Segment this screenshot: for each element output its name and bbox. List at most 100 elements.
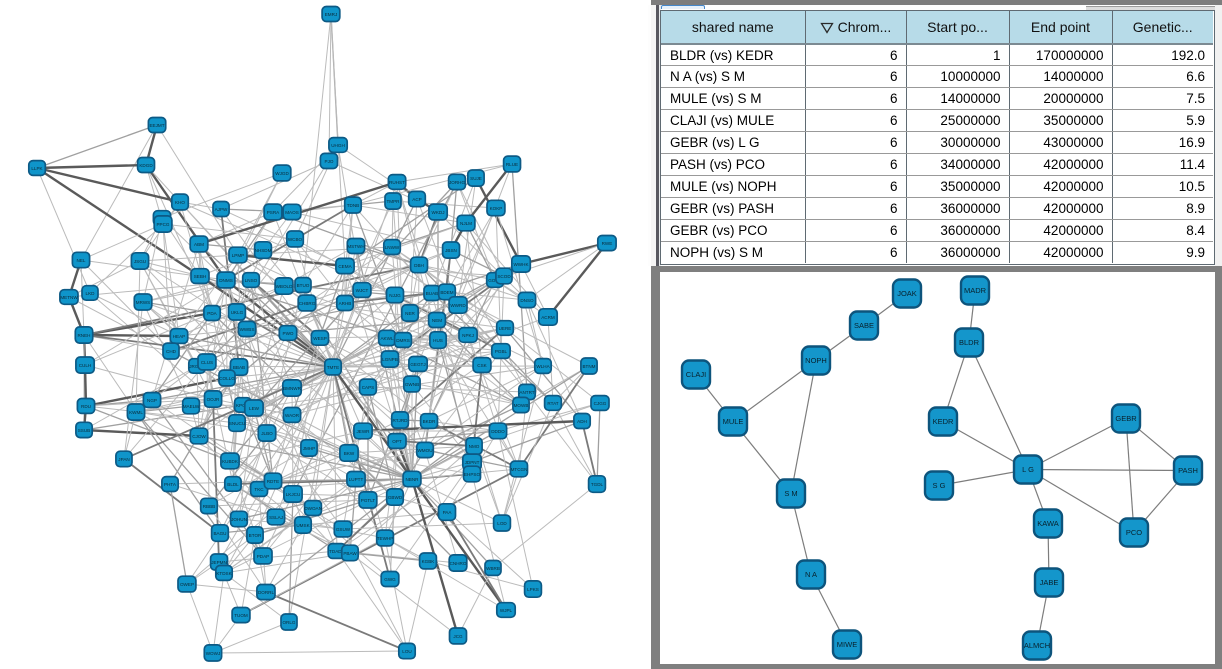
svg-text:UHGH: UHGH <box>331 143 345 148</box>
svg-text:MRWS: MRWS <box>136 300 150 305</box>
svg-text:WKDJ: WKDJ <box>431 210 444 215</box>
svg-text:BTUO: BTUO <box>297 283 310 288</box>
svg-text:CJGG: CJGG <box>594 401 607 406</box>
svg-text:PCO: PCO <box>1126 528 1142 537</box>
svg-text:TKC: TKC <box>254 487 264 492</box>
svg-text:TEWHP: TEWHP <box>377 536 394 541</box>
svg-text:LNSO: LNSO <box>245 278 258 283</box>
svg-text:NHSDM: NHSDM <box>255 248 272 253</box>
svg-text:LKD: LKD <box>86 291 96 296</box>
svg-text:PDA: PDA <box>207 311 217 316</box>
svg-text:LPKS: LPKS <box>527 587 539 592</box>
svg-text:RWE: RWE <box>602 241 613 246</box>
svg-text:BUAB: BUAB <box>426 291 439 296</box>
svg-text:LPMP: LPMP <box>232 253 245 258</box>
svg-text:PAA: PAA <box>443 510 453 515</box>
svg-text:WBRB: WBRB <box>486 566 500 571</box>
svg-text:NGP: NGP <box>147 398 157 403</box>
svg-text:ABM: ABM <box>194 242 204 247</box>
svg-text:RDU: RDU <box>81 404 91 409</box>
svg-text:GBWD: GBWD <box>388 495 403 500</box>
svg-text:WLHA: WLHA <box>536 364 550 369</box>
svg-text:JLBO: JLBO <box>261 431 273 436</box>
svg-text:KGBK: KGBK <box>422 559 436 564</box>
svg-text:KUBDK: KUBDK <box>222 459 239 464</box>
svg-text:L G: L G <box>1022 465 1034 474</box>
svg-text:BAGU: BAGU <box>213 531 226 536</box>
svg-text:RLUE: RLUE <box>506 162 518 167</box>
svg-text:BTOR: BTOR <box>249 533 262 538</box>
svg-text:RBBB: RBBB <box>203 504 216 509</box>
svg-text:MTCGN: MTCGN <box>511 467 528 472</box>
svg-text:KWML: KWML <box>129 410 143 415</box>
svg-text:PGBL: PGBL <box>495 349 508 354</box>
svg-text:RDTE: RDTE <box>267 479 280 484</box>
svg-text:UMSK: UMSK <box>296 523 310 528</box>
svg-text:LEW: LEW <box>249 406 260 411</box>
svg-text:LLPK: LLPK <box>31 166 43 171</box>
svg-text:KEDR: KEDR <box>933 417 954 426</box>
svg-text:BKW: BKW <box>344 451 355 456</box>
svg-text:MOWB: MOWB <box>514 403 529 408</box>
svg-text:S M: S M <box>784 489 797 498</box>
svg-text:KPGW: KPGW <box>236 403 251 408</box>
svg-text:OWOAN: OWOAN <box>304 506 322 511</box>
svg-text:RTAT: RTAT <box>547 401 558 406</box>
svg-text:JDPNT: JDPNT <box>465 460 480 465</box>
svg-text:METNW: METNW <box>60 295 78 300</box>
svg-text:DORRL: DORRL <box>258 590 275 595</box>
svg-text:SNUCU: SNUCU <box>229 421 245 426</box>
svg-text:NEL: NEL <box>77 258 86 263</box>
svg-text:LKJCU: LKJCU <box>286 492 301 497</box>
svg-text:HEAP: HEAP <box>173 334 186 339</box>
svg-text:CSK: CSK <box>477 363 487 368</box>
svg-text:EHPSO: EHPSO <box>464 472 481 477</box>
svg-text:SCOD: SCOD <box>497 274 511 279</box>
svg-text:RNEH: RNEH <box>77 333 90 338</box>
svg-text:ADH: ADH <box>577 419 587 424</box>
svg-text:BKDR: BKDR <box>423 419 436 424</box>
svg-text:NBNR: NBNR <box>405 477 419 482</box>
svg-text:BLDL: BLDL <box>227 482 239 487</box>
svg-text:JEPMN: JEPMN <box>211 560 227 565</box>
svg-text:WMOU: WMOU <box>417 448 432 453</box>
svg-text:JMHP: JMHP <box>303 446 316 451</box>
svg-text:PHTA: PHTA <box>164 482 177 487</box>
svg-text:RUHST: RUHST <box>389 180 405 185</box>
svg-text:JSGU: JSGU <box>134 259 146 264</box>
svg-text:LOD: LOD <box>497 521 507 526</box>
svg-text:PJO: PJO <box>325 159 334 164</box>
svg-text:JCG: JCG <box>453 634 463 639</box>
svg-text:SEBH: SEBH <box>194 274 207 279</box>
svg-text:DNSO: DNSO <box>520 298 534 303</box>
svg-text:S G: S G <box>933 481 946 490</box>
svg-text:DNMS: DNMS <box>219 278 233 283</box>
svg-text:OPT: OPT <box>392 439 402 444</box>
svg-text:MULE: MULE <box>723 417 744 426</box>
svg-text:WCBO: WCBO <box>288 237 303 242</box>
svg-text:ALMCH: ALMCH <box>1024 641 1050 650</box>
svg-text:NJJG: NJJG <box>389 293 401 298</box>
svg-text:LNWW: LNWW <box>385 245 400 250</box>
svg-text:NER: NER <box>405 311 415 316</box>
svg-text:OWEP: OWEP <box>180 582 194 587</box>
svg-text:MIWE: MIWE <box>837 640 857 649</box>
svg-text:JOHUN: JOHUN <box>231 517 247 522</box>
svg-text:KAWA: KAWA <box>1037 519 1059 528</box>
svg-text:SABE: SABE <box>854 321 874 330</box>
svg-text:EMRJ: EMRJ <box>325 12 338 17</box>
svg-text:WBOLD: WBOLD <box>276 284 294 289</box>
svg-text:JBSN: JBSN <box>445 248 457 253</box>
svg-text:KTDSK: KTDSK <box>216 571 232 576</box>
svg-text:SSUB: SSUB <box>78 428 91 433</box>
svg-text:JPAN: JPAN <box>118 457 129 462</box>
svg-text:WJCT: WJCT <box>356 288 369 293</box>
svg-text:WESP: WESP <box>313 336 327 341</box>
svg-text:UKLG: UKLG <box>231 310 244 315</box>
svg-text:CHBRG: CHBRG <box>299 301 316 306</box>
svg-text:ACP: ACP <box>412 197 421 202</box>
svg-text:TMTE: TMTE <box>327 365 340 370</box>
svg-text:JEWR: JEWR <box>356 429 370 434</box>
svg-text:MAOS: MAOS <box>285 210 299 215</box>
svg-text:WWBS: WWBS <box>240 327 255 332</box>
